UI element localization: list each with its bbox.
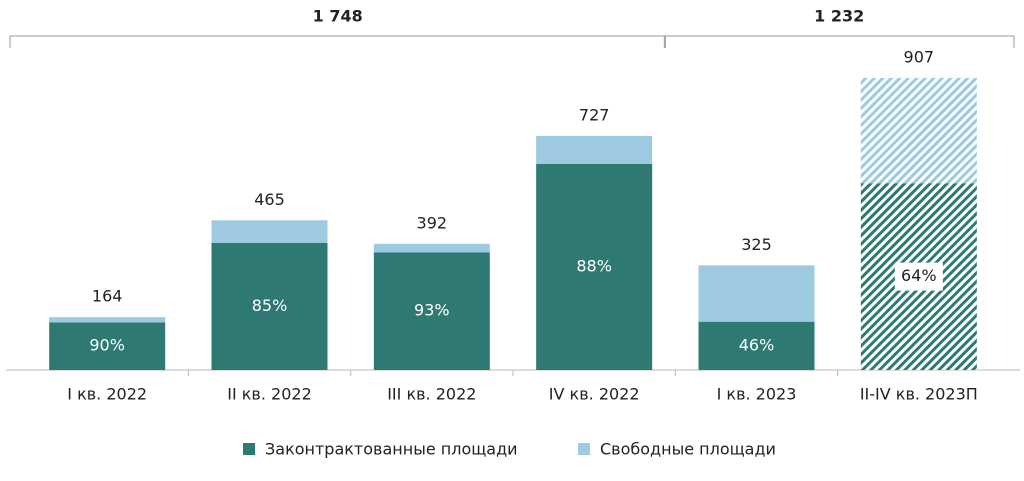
total-label: 164	[92, 287, 123, 306]
bar-segment	[373, 252, 490, 370]
share-label: 64%	[901, 266, 937, 285]
x-tick-label: I кв. 2023	[717, 385, 797, 404]
bar-segment	[49, 322, 166, 370]
group-total: 1 748	[313, 7, 363, 26]
bar-segment	[536, 135, 653, 164]
bar-segment	[49, 317, 166, 323]
total-label: 465	[254, 190, 285, 209]
group-total: 1 232	[814, 7, 864, 26]
share-label: 90%	[89, 336, 125, 355]
legend-label: Законтрактованные площади	[265, 440, 518, 459]
total-label: 727	[579, 105, 610, 124]
total-label: 907	[904, 47, 935, 66]
label-box	[894, 262, 943, 291]
bar-segment	[536, 163, 653, 370]
x-tick-label: I кв. 2022	[67, 385, 147, 404]
bar-segment	[860, 77, 977, 184]
x-tick-label: III кв. 2022	[387, 385, 476, 404]
bracket	[663, 35, 1015, 48]
bar-segment	[373, 243, 490, 253]
share-label: 93%	[414, 301, 450, 320]
bar-segment	[698, 265, 815, 322]
x-tick-label: IV кв. 2022	[549, 385, 640, 404]
total-label: 325	[741, 235, 772, 254]
share-label: 85%	[252, 296, 288, 315]
share-label: 88%	[576, 256, 612, 275]
legend-swatch	[578, 443, 590, 455]
legend-swatch	[243, 443, 255, 455]
x-tick-label: II кв. 2022	[227, 385, 312, 404]
bar-segment	[698, 321, 815, 370]
x-tick-label: II-IV кв. 2023П	[860, 385, 978, 404]
legend-label: Свободные площади	[600, 440, 776, 459]
bar-segment	[211, 242, 328, 370]
bar-segment	[211, 220, 328, 243]
bracket	[9, 35, 666, 48]
share-label: 46%	[739, 335, 775, 354]
total-label: 392	[417, 213, 448, 232]
